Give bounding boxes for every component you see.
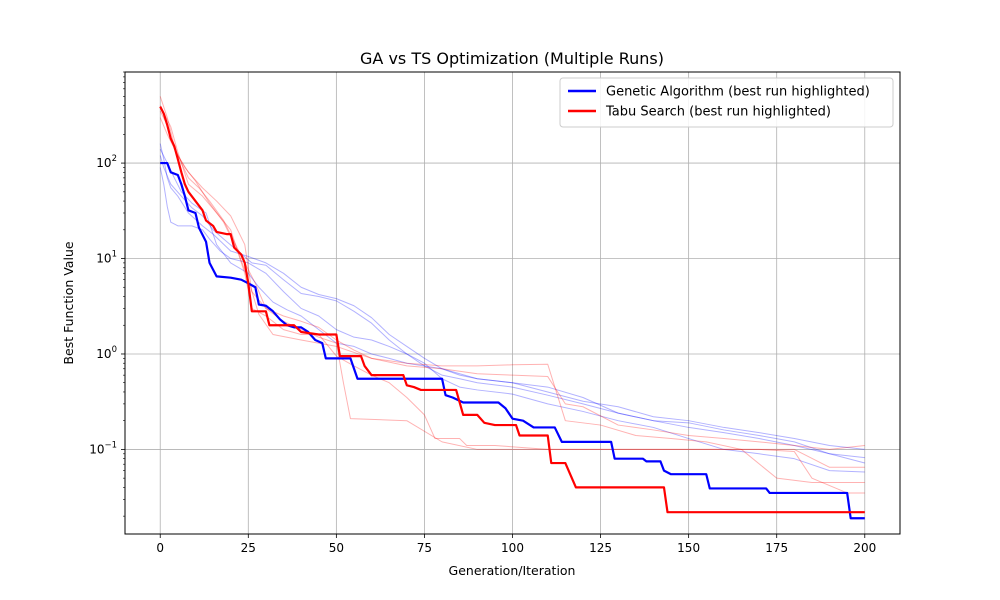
legend: Genetic Algorithm (best run highlighted)… <box>559 77 894 128</box>
x-tick-label: 200 <box>853 541 876 555</box>
x-axis-ticks: 0 25 50 75 100 125 150 175 200 <box>156 534 876 555</box>
plot-lines <box>159 96 865 520</box>
legend-box <box>559 77 894 128</box>
grid <box>125 72 900 534</box>
legend-label-ts: Tabu Search (best run highlighted) <box>605 105 831 120</box>
series-line-run-6 <box>159 96 865 468</box>
x-tick-label: 0 <box>156 541 164 555</box>
x-tick-label: 25 <box>241 541 256 555</box>
chart-title: GA vs TS Optimization (Multiple Runs) <box>360 49 664 68</box>
x-tick-label: 175 <box>765 541 788 555</box>
series-line-highlighted-1 <box>159 106 865 514</box>
x-axis-label: Generation/Iteration <box>449 563 576 578</box>
x-tick-label: 100 <box>501 541 524 555</box>
series-line-run-2 <box>159 143 865 450</box>
x-tick-label: 125 <box>589 541 612 555</box>
x-tick-label: 75 <box>417 541 432 555</box>
series-line-run-8 <box>159 117 865 450</box>
series-line-highlighted-0 <box>160 161 865 520</box>
legend-label-ga: Genetic Algorithm (best run highlighted) <box>606 85 870 100</box>
x-tick-label: 50 <box>329 541 344 555</box>
y-axis-ticks: 10−1 100 101 102 <box>89 71 125 517</box>
y-tick-label: 100 <box>96 345 117 361</box>
y-tick-label: 101 <box>96 250 117 266</box>
y-tick-label: 102 <box>96 154 117 170</box>
x-tick-label: 150 <box>677 541 700 555</box>
series-line-run-9 <box>159 110 865 484</box>
y-axis-label: Best Function Value <box>61 241 76 364</box>
series-line-run-5 <box>159 148 865 459</box>
y-tick-label: 10−1 <box>89 440 117 456</box>
